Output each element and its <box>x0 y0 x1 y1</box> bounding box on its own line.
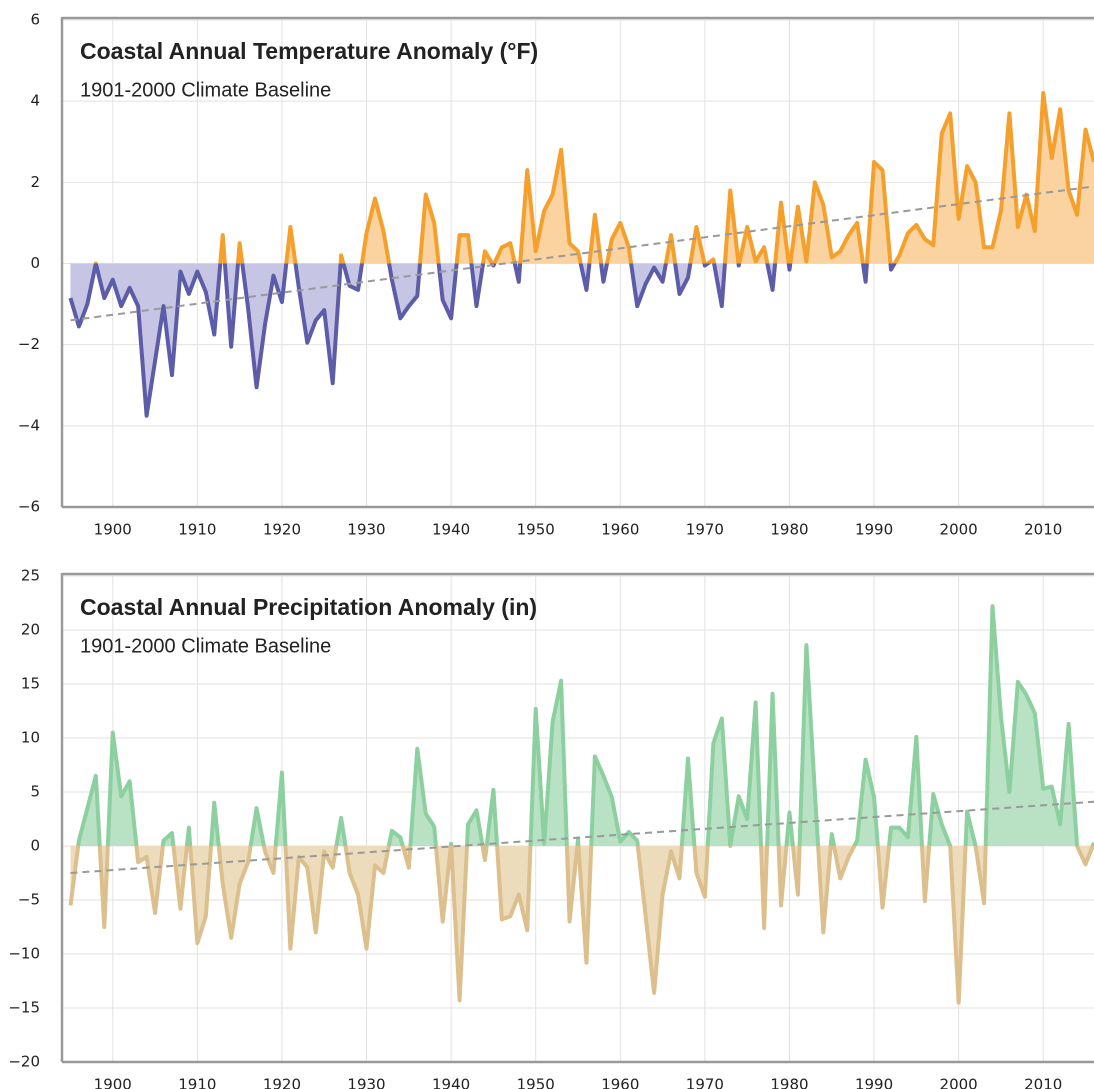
y-tick-label: −5 <box>18 891 40 909</box>
x-tick-label: 1920 <box>263 521 301 539</box>
chart-subtitle: 1901-2000 Climate Baseline <box>80 635 331 657</box>
x-tick-label: 2010 <box>1024 1076 1062 1089</box>
x-tick-label: 1950 <box>517 1076 555 1089</box>
x-tick-label: 1960 <box>601 1076 639 1089</box>
y-tick-label: −15 <box>8 999 40 1017</box>
x-tick-label: 1930 <box>347 521 385 539</box>
x-tick-label: 1900 <box>94 1076 132 1089</box>
y-tick-label: −4 <box>18 416 40 434</box>
y-tick-label: 15 <box>21 675 40 693</box>
x-tick-label: 1940 <box>432 1076 470 1089</box>
x-tick-label: 2000 <box>940 1076 978 1089</box>
y-tick-label: 4 <box>30 92 40 110</box>
y-tick-label: 25 <box>21 567 40 585</box>
x-tick-label: 1920 <box>263 1076 301 1089</box>
y-tick-label: 6 <box>30 11 40 29</box>
x-tick-label: 1980 <box>770 521 808 539</box>
chart-subtitle: 1901-2000 Climate Baseline <box>80 79 331 101</box>
x-tick-label: 1940 <box>432 521 470 539</box>
x-tick-label: 2000 <box>940 521 978 539</box>
chart-title: Coastal Annual Precipitation Anomaly (in… <box>80 594 537 620</box>
y-tick-label: −10 <box>8 945 40 963</box>
y-tick-label: 10 <box>21 729 40 747</box>
x-tick-label: 1990 <box>855 521 893 539</box>
x-tick-label: 1960 <box>601 521 639 539</box>
chart-title: Coastal Annual Temperature Anomaly (°F) <box>80 38 538 64</box>
trend-line <box>70 185 1094 322</box>
x-tick-label: 1900 <box>94 521 132 539</box>
x-tick-label: 1910 <box>178 521 216 539</box>
y-tick-label: 0 <box>30 837 40 855</box>
x-tick-label: 1930 <box>347 1076 385 1089</box>
y-tick-label: 5 <box>30 783 40 801</box>
trend-line <box>70 800 1094 874</box>
y-tick-label: −6 <box>18 498 40 516</box>
y-tick-label: 2 <box>30 173 40 191</box>
y-tick-label: 20 <box>21 621 40 639</box>
x-tick-label: 2010 <box>1024 521 1062 539</box>
x-tick-label: 1950 <box>517 521 555 539</box>
area-above <box>70 606 1094 846</box>
x-tick-label: 1970 <box>686 1076 724 1089</box>
area-below <box>70 263 1094 416</box>
x-tick-label: 1970 <box>686 521 724 539</box>
y-tick-label: −2 <box>18 335 40 353</box>
x-tick-label: 1980 <box>770 1076 808 1089</box>
line-above <box>93 91 1094 264</box>
x-tick-label: 1990 <box>855 1076 893 1089</box>
line-below <box>68 846 1094 1005</box>
line-below <box>68 263 897 418</box>
y-tick-label: −20 <box>8 1053 40 1071</box>
x-tick-label: 1910 <box>178 1076 216 1089</box>
y-tick-label: 0 <box>30 254 40 272</box>
